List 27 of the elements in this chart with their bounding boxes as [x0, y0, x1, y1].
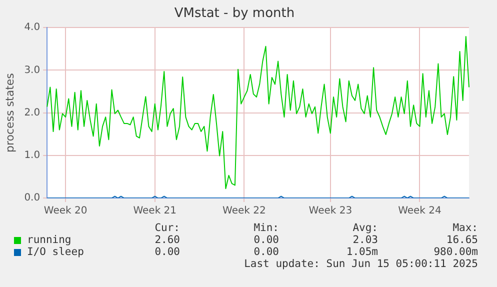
chart-title: VMstat - by month	[174, 6, 295, 22]
text: 16.65	[445, 234, 478, 246]
x-tick-label: Week 24	[398, 206, 442, 217]
y-tick-label: 3.0	[24, 64, 40, 76]
y-axis-title: process states	[3, 72, 16, 152]
y-tick-label: 0.0	[24, 192, 40, 204]
y-tick-label: 4.0	[24, 22, 40, 34]
text: 0.00	[154, 246, 180, 258]
text: 0.00	[252, 234, 279, 246]
text: 2.60	[154, 234, 180, 246]
y-tick-label: 2.0	[24, 107, 40, 118]
text: Cur:	[154, 222, 180, 234]
text: Avg:	[352, 222, 378, 234]
legend-label: I/O sleep	[27, 246, 84, 258]
text: 1.05m	[345, 246, 378, 258]
y-tick-label: 1.0	[24, 150, 40, 161]
x-tick-label: Week 21	[133, 206, 177, 217]
text: 0.00	[252, 246, 279, 258]
text: 2.03	[352, 234, 378, 246]
legend-label: running	[27, 234, 72, 246]
text: Max:	[452, 222, 478, 234]
x-tick-label: Week 22	[222, 206, 266, 217]
x-tick-label: Week 23	[308, 206, 352, 217]
x-tick-label: Week 20	[44, 206, 88, 217]
text: Min:	[252, 222, 279, 234]
text: Last update: Sun Jun 15 05:00:11 2025	[244, 258, 478, 270]
text: 980.00m	[432, 246, 478, 258]
